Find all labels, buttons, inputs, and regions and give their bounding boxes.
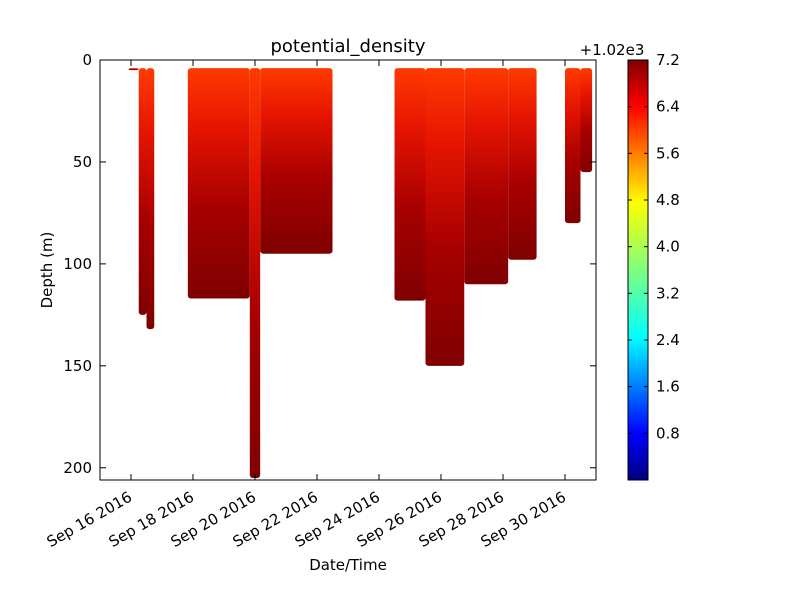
plot-frame <box>99 59 597 481</box>
data-layer <box>128 68 593 478</box>
colorbar-tick-label: 5.6 <box>656 144 680 162</box>
profile-segment <box>565 68 581 224</box>
colorbar-tick-label: 4.8 <box>656 191 680 209</box>
profile-segment <box>260 68 333 254</box>
y-tick-label: 150 <box>63 357 92 375</box>
profile-segment <box>508 68 537 260</box>
colorbar-tick-label: 1.6 <box>656 378 680 396</box>
colorbar-tick-label: 3.2 <box>656 284 680 302</box>
y-tick-label: 200 <box>63 459 92 477</box>
colorbar-offset-label: +1.02e3 <box>580 41 645 59</box>
y-tick-label: 50 <box>73 153 92 171</box>
profile-segment <box>128 68 139 71</box>
colorbar-tick-label: 2.4 <box>656 331 680 349</box>
colorbar-tick-label: 4.0 <box>656 238 680 256</box>
profile-segment <box>580 68 593 173</box>
colorbar-tick-label: 6.4 <box>656 98 680 116</box>
profile-segment <box>138 68 147 315</box>
profile-segment <box>187 68 250 299</box>
chart-title: potential_density <box>270 36 425 57</box>
colorbar-tick-label: 0.8 <box>656 424 680 442</box>
x-axis-label: Date/Time <box>309 556 387 574</box>
colorbar <box>627 59 649 481</box>
y-tick-label: 100 <box>63 255 92 273</box>
profile-segment <box>425 68 465 366</box>
colorbar-tick-label: 7.2 <box>656 51 680 69</box>
y-axis-label: Depth (m) <box>38 232 56 309</box>
y-tick-label: 0 <box>82 51 92 69</box>
profile-segment <box>249 68 261 478</box>
profile-segment <box>146 68 155 330</box>
y-axis-ticks: 0 50 100 150 200 <box>63 51 596 477</box>
profile-segment <box>394 68 426 301</box>
profile-segment <box>464 68 509 285</box>
colorbar-ticks: 0.8 1.6 2.4 3.2 4.0 4.8 5.6 6.4 7.2 <box>628 51 680 442</box>
